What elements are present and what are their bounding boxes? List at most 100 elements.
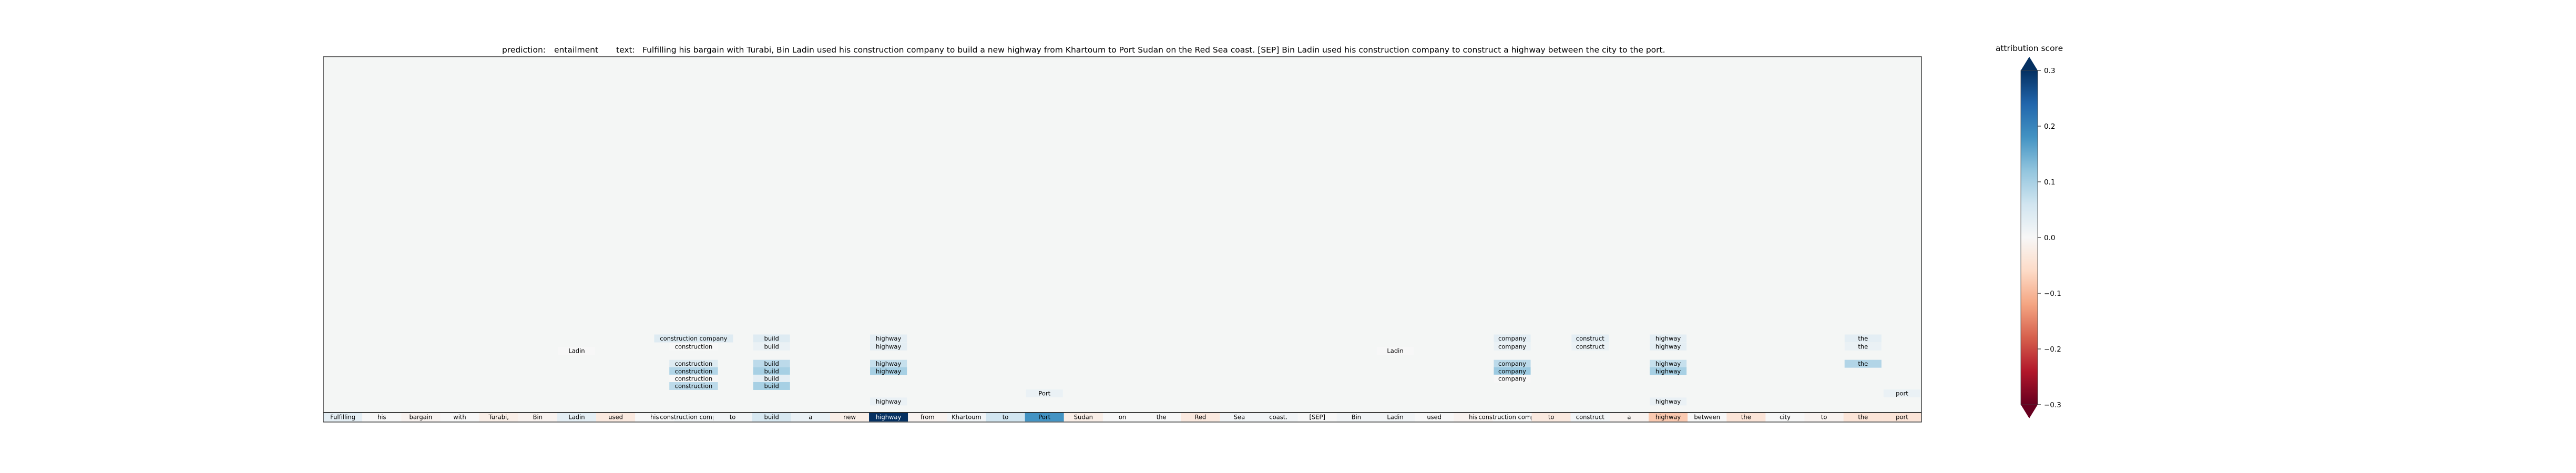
alignment-label: build <box>764 367 779 375</box>
alignment-cell <box>1494 367 1531 375</box>
alignment-cell <box>669 359 718 368</box>
colorbar-tick-label: −0.3 <box>2044 401 2061 409</box>
token-cell <box>986 413 1025 421</box>
token-label: to <box>730 414 736 421</box>
token-label: with <box>453 414 466 421</box>
token-label: to <box>1548 414 1555 421</box>
alignment-label: highway <box>1655 343 1681 350</box>
token-label: his <box>377 414 386 421</box>
alignment-label: construction company <box>660 335 727 342</box>
alignment-label: build <box>764 335 779 342</box>
token-cell <box>1648 413 1688 421</box>
alignment-cell <box>870 359 907 368</box>
token-label: Ladin <box>1387 414 1403 421</box>
alignment-cell <box>1649 367 1687 375</box>
alignment-label: company <box>1498 367 1526 375</box>
token-cell <box>479 413 518 421</box>
token-label: used <box>608 414 623 421</box>
alignment-label: highway <box>1655 335 1681 342</box>
token-cell <box>1336 413 1376 421</box>
token-label: construction company <box>660 414 727 421</box>
colorbar-tick-label: −0.2 <box>2044 345 2061 354</box>
alignment-cell <box>753 367 790 375</box>
colorbar-max-extension <box>2021 57 2038 70</box>
alignment-label: highway <box>1655 367 1681 375</box>
alignment-label: construction <box>675 375 713 382</box>
token-label: coast. <box>1269 414 1287 421</box>
token-label: city <box>1780 414 1791 421</box>
alignment-cell <box>1571 342 1609 351</box>
token-label: his <box>650 414 659 421</box>
alignment-label: construction <box>675 382 713 389</box>
alignment-cell <box>1844 342 1882 351</box>
text-label: text: <box>616 45 635 55</box>
token-label: Fulfilling <box>330 414 355 421</box>
token-label: new <box>843 414 856 421</box>
token-label: from <box>921 414 935 421</box>
token-label: Turabi, <box>488 414 509 421</box>
alignment-label: the <box>1858 343 1868 350</box>
alignment-cell <box>669 367 718 375</box>
alignment-label: the <box>1858 360 1868 367</box>
token-label: between <box>1694 414 1720 421</box>
token-label: highway <box>1655 414 1681 421</box>
colorbar-tick-label: 0.1 <box>2044 178 2055 187</box>
token-cell <box>1142 413 1181 421</box>
alignment-cell <box>1376 347 1414 355</box>
alignment-cell <box>1649 334 1687 343</box>
token-cell <box>1570 413 1610 421</box>
prediction-value: entailment <box>554 45 598 55</box>
token-cell <box>1765 413 1805 421</box>
alignment-label: build <box>764 375 779 382</box>
token-cell <box>1843 413 1883 421</box>
token-cell <box>596 413 636 421</box>
alignment-cell <box>1649 359 1687 368</box>
alignment-cell <box>1571 334 1609 343</box>
token-label: a <box>1627 414 1631 421</box>
alignment-label: highway <box>1655 360 1681 367</box>
alignment-cell <box>669 342 718 351</box>
alignment-cell <box>1649 397 1687 406</box>
alignment-label: construct <box>1576 335 1604 342</box>
alignment-cell <box>1494 334 1531 343</box>
colorbar-tick-label: 0.3 <box>2044 67 2055 75</box>
alignment-cell <box>753 382 790 390</box>
alignment-label: highway <box>876 343 902 350</box>
token-label: on <box>1119 414 1126 421</box>
alignment-cell <box>753 374 790 383</box>
token-label: Red <box>1194 414 1206 421</box>
token-label: the <box>1858 414 1868 421</box>
token-label: the <box>1741 414 1751 421</box>
token-label: [SEP] <box>1309 414 1325 421</box>
alignment-cell <box>1026 389 1063 398</box>
token-cell <box>323 413 363 421</box>
alignment-cell <box>669 382 718 390</box>
token-label: Sudan <box>1074 414 1093 421</box>
token-label: Sea <box>1234 414 1245 421</box>
token-label: Bin <box>533 414 543 421</box>
colorbar-tick-label: 0.0 <box>2044 234 2055 242</box>
token-cell <box>1882 413 1921 421</box>
token-cell <box>674 413 713 421</box>
token-cell <box>1415 413 1454 421</box>
token-cell <box>791 413 830 421</box>
alignment-label: Ladin <box>568 347 585 355</box>
token-cell <box>1454 413 1493 421</box>
colorbar-tick-label: −0.1 <box>2044 290 2061 298</box>
alignment-label: highway <box>876 367 902 375</box>
alignment-label: company <box>1498 335 1526 342</box>
alignment-cell <box>1844 359 1882 368</box>
token-cell <box>557 413 597 421</box>
alignment-label: highway <box>876 335 902 342</box>
token-cell <box>518 413 557 421</box>
token-cell <box>830 413 870 421</box>
token-cell <box>713 413 752 421</box>
token-cell <box>1102 413 1142 421</box>
token-cell <box>1688 413 1727 421</box>
alignment-label: build <box>764 343 779 350</box>
alignment-cell <box>654 334 733 343</box>
alignment-cell <box>1649 342 1687 351</box>
token-cell <box>1064 413 1103 421</box>
alignment-cell <box>1494 342 1531 351</box>
token-cell <box>1804 413 1844 421</box>
